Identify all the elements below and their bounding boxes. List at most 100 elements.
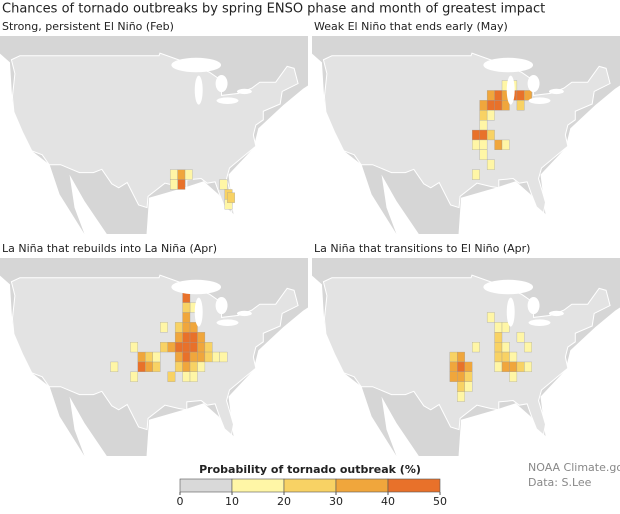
map bbox=[0, 36, 308, 234]
grid-cell bbox=[486, 100, 495, 111]
grid-cell bbox=[227, 192, 235, 203]
grid-cell bbox=[145, 351, 153, 363]
grid-cell bbox=[219, 179, 228, 190]
grid-cell bbox=[457, 371, 465, 382]
grid-cell bbox=[182, 312, 191, 323]
lake bbox=[506, 297, 515, 327]
grid-cell bbox=[494, 332, 503, 343]
grid-cell bbox=[501, 361, 510, 373]
map bbox=[312, 258, 620, 456]
grid-cell bbox=[152, 351, 161, 363]
panel-title: Strong, persistent El Niño (Feb) bbox=[2, 20, 174, 33]
grid-cell bbox=[501, 322, 510, 333]
credit: NOAA Climate.gov bbox=[528, 461, 620, 474]
colorbar-swatch bbox=[335, 478, 389, 493]
grid-cell bbox=[524, 361, 532, 373]
grid-cell bbox=[145, 361, 153, 373]
grid-cell bbox=[189, 361, 198, 373]
grid-cell bbox=[182, 341, 191, 353]
grid-cell bbox=[189, 341, 198, 353]
grid-cell bbox=[169, 179, 178, 190]
grid-cell bbox=[130, 371, 139, 382]
grid-cell bbox=[457, 351, 465, 363]
grid-cell bbox=[457, 361, 465, 373]
lake bbox=[171, 57, 222, 73]
grid-cell bbox=[464, 361, 473, 373]
grid-cell bbox=[167, 341, 176, 353]
grid-cell bbox=[189, 332, 198, 343]
lake bbox=[216, 97, 239, 104]
grid-cell bbox=[169, 169, 178, 180]
grid-cell bbox=[464, 371, 473, 382]
grid-cell bbox=[494, 100, 503, 111]
grid-cell bbox=[516, 90, 525, 101]
grid-cell bbox=[516, 361, 525, 373]
colorbar-tick-label: 20 bbox=[277, 495, 291, 508]
grid-cell bbox=[160, 341, 168, 353]
map bbox=[312, 36, 620, 234]
grid-cell bbox=[449, 371, 458, 382]
grid-cell bbox=[182, 361, 191, 373]
grid-cell bbox=[182, 322, 191, 333]
grid-cell bbox=[197, 351, 206, 363]
lake bbox=[483, 279, 534, 295]
lake bbox=[194, 75, 203, 105]
grid-cell bbox=[137, 361, 146, 373]
map-body bbox=[312, 36, 620, 234]
grid-cell bbox=[189, 371, 198, 382]
lake bbox=[548, 310, 564, 317]
grid-cell bbox=[197, 341, 206, 353]
grid-cell bbox=[457, 391, 465, 402]
grid-cell bbox=[486, 159, 495, 170]
grid-cell bbox=[189, 322, 198, 333]
grid-cell bbox=[479, 139, 488, 150]
grid-cell bbox=[174, 361, 183, 373]
grid-cell bbox=[174, 351, 183, 363]
grid-cell bbox=[479, 110, 488, 121]
colorbar-tick-label: 10 bbox=[225, 495, 239, 508]
grid-cell bbox=[204, 341, 213, 353]
panel-title: La Niña that rebuilds into La Niña (Apr) bbox=[2, 242, 217, 255]
colorbar-swatch bbox=[179, 478, 233, 493]
grid-cell bbox=[516, 100, 525, 111]
lake bbox=[527, 74, 540, 93]
grid-cell bbox=[184, 169, 193, 180]
grid-cell bbox=[472, 129, 480, 141]
map-body bbox=[0, 258, 308, 456]
title: Chances of tornado outbreaks by spring E… bbox=[2, 2, 545, 17]
lake bbox=[483, 57, 534, 73]
colorbar-tick-label: 30 bbox=[329, 495, 343, 508]
colorbar-swatch bbox=[387, 478, 441, 493]
grid-cell bbox=[457, 381, 465, 392]
grid-cell bbox=[501, 139, 510, 150]
grid-cell bbox=[137, 351, 146, 363]
grid-cell bbox=[509, 371, 518, 382]
grid-cell bbox=[494, 139, 503, 150]
grid-cell bbox=[182, 332, 191, 343]
grid-cell bbox=[449, 361, 458, 373]
grid-cell bbox=[219, 351, 228, 363]
lake bbox=[528, 319, 551, 326]
grid-cell bbox=[494, 361, 503, 373]
colorbar-swatch bbox=[231, 478, 285, 493]
grid-cell bbox=[472, 139, 480, 150]
grid-cell bbox=[472, 341, 480, 353]
grid-cell bbox=[449, 351, 458, 363]
lake bbox=[506, 75, 515, 105]
grid-cell bbox=[152, 361, 161, 373]
grid-cell bbox=[509, 361, 518, 373]
colorbar-title: Probability of tornado outbreak (%) bbox=[199, 463, 421, 476]
grid-cell bbox=[524, 90, 532, 101]
usa bbox=[322, 274, 611, 436]
grid-cell bbox=[479, 120, 488, 131]
grid-cell bbox=[509, 351, 518, 363]
lake bbox=[171, 279, 222, 295]
panel-title: La Niña that transitions to El Niño (Apr… bbox=[314, 242, 530, 255]
grid-cell bbox=[177, 179, 186, 190]
grid-cell bbox=[501, 351, 510, 363]
grid-cell bbox=[182, 292, 191, 303]
grid-cell bbox=[494, 90, 503, 101]
credit: Data: S.Lee bbox=[528, 476, 592, 489]
grid-cell bbox=[486, 90, 495, 101]
grid-cell bbox=[472, 169, 480, 180]
